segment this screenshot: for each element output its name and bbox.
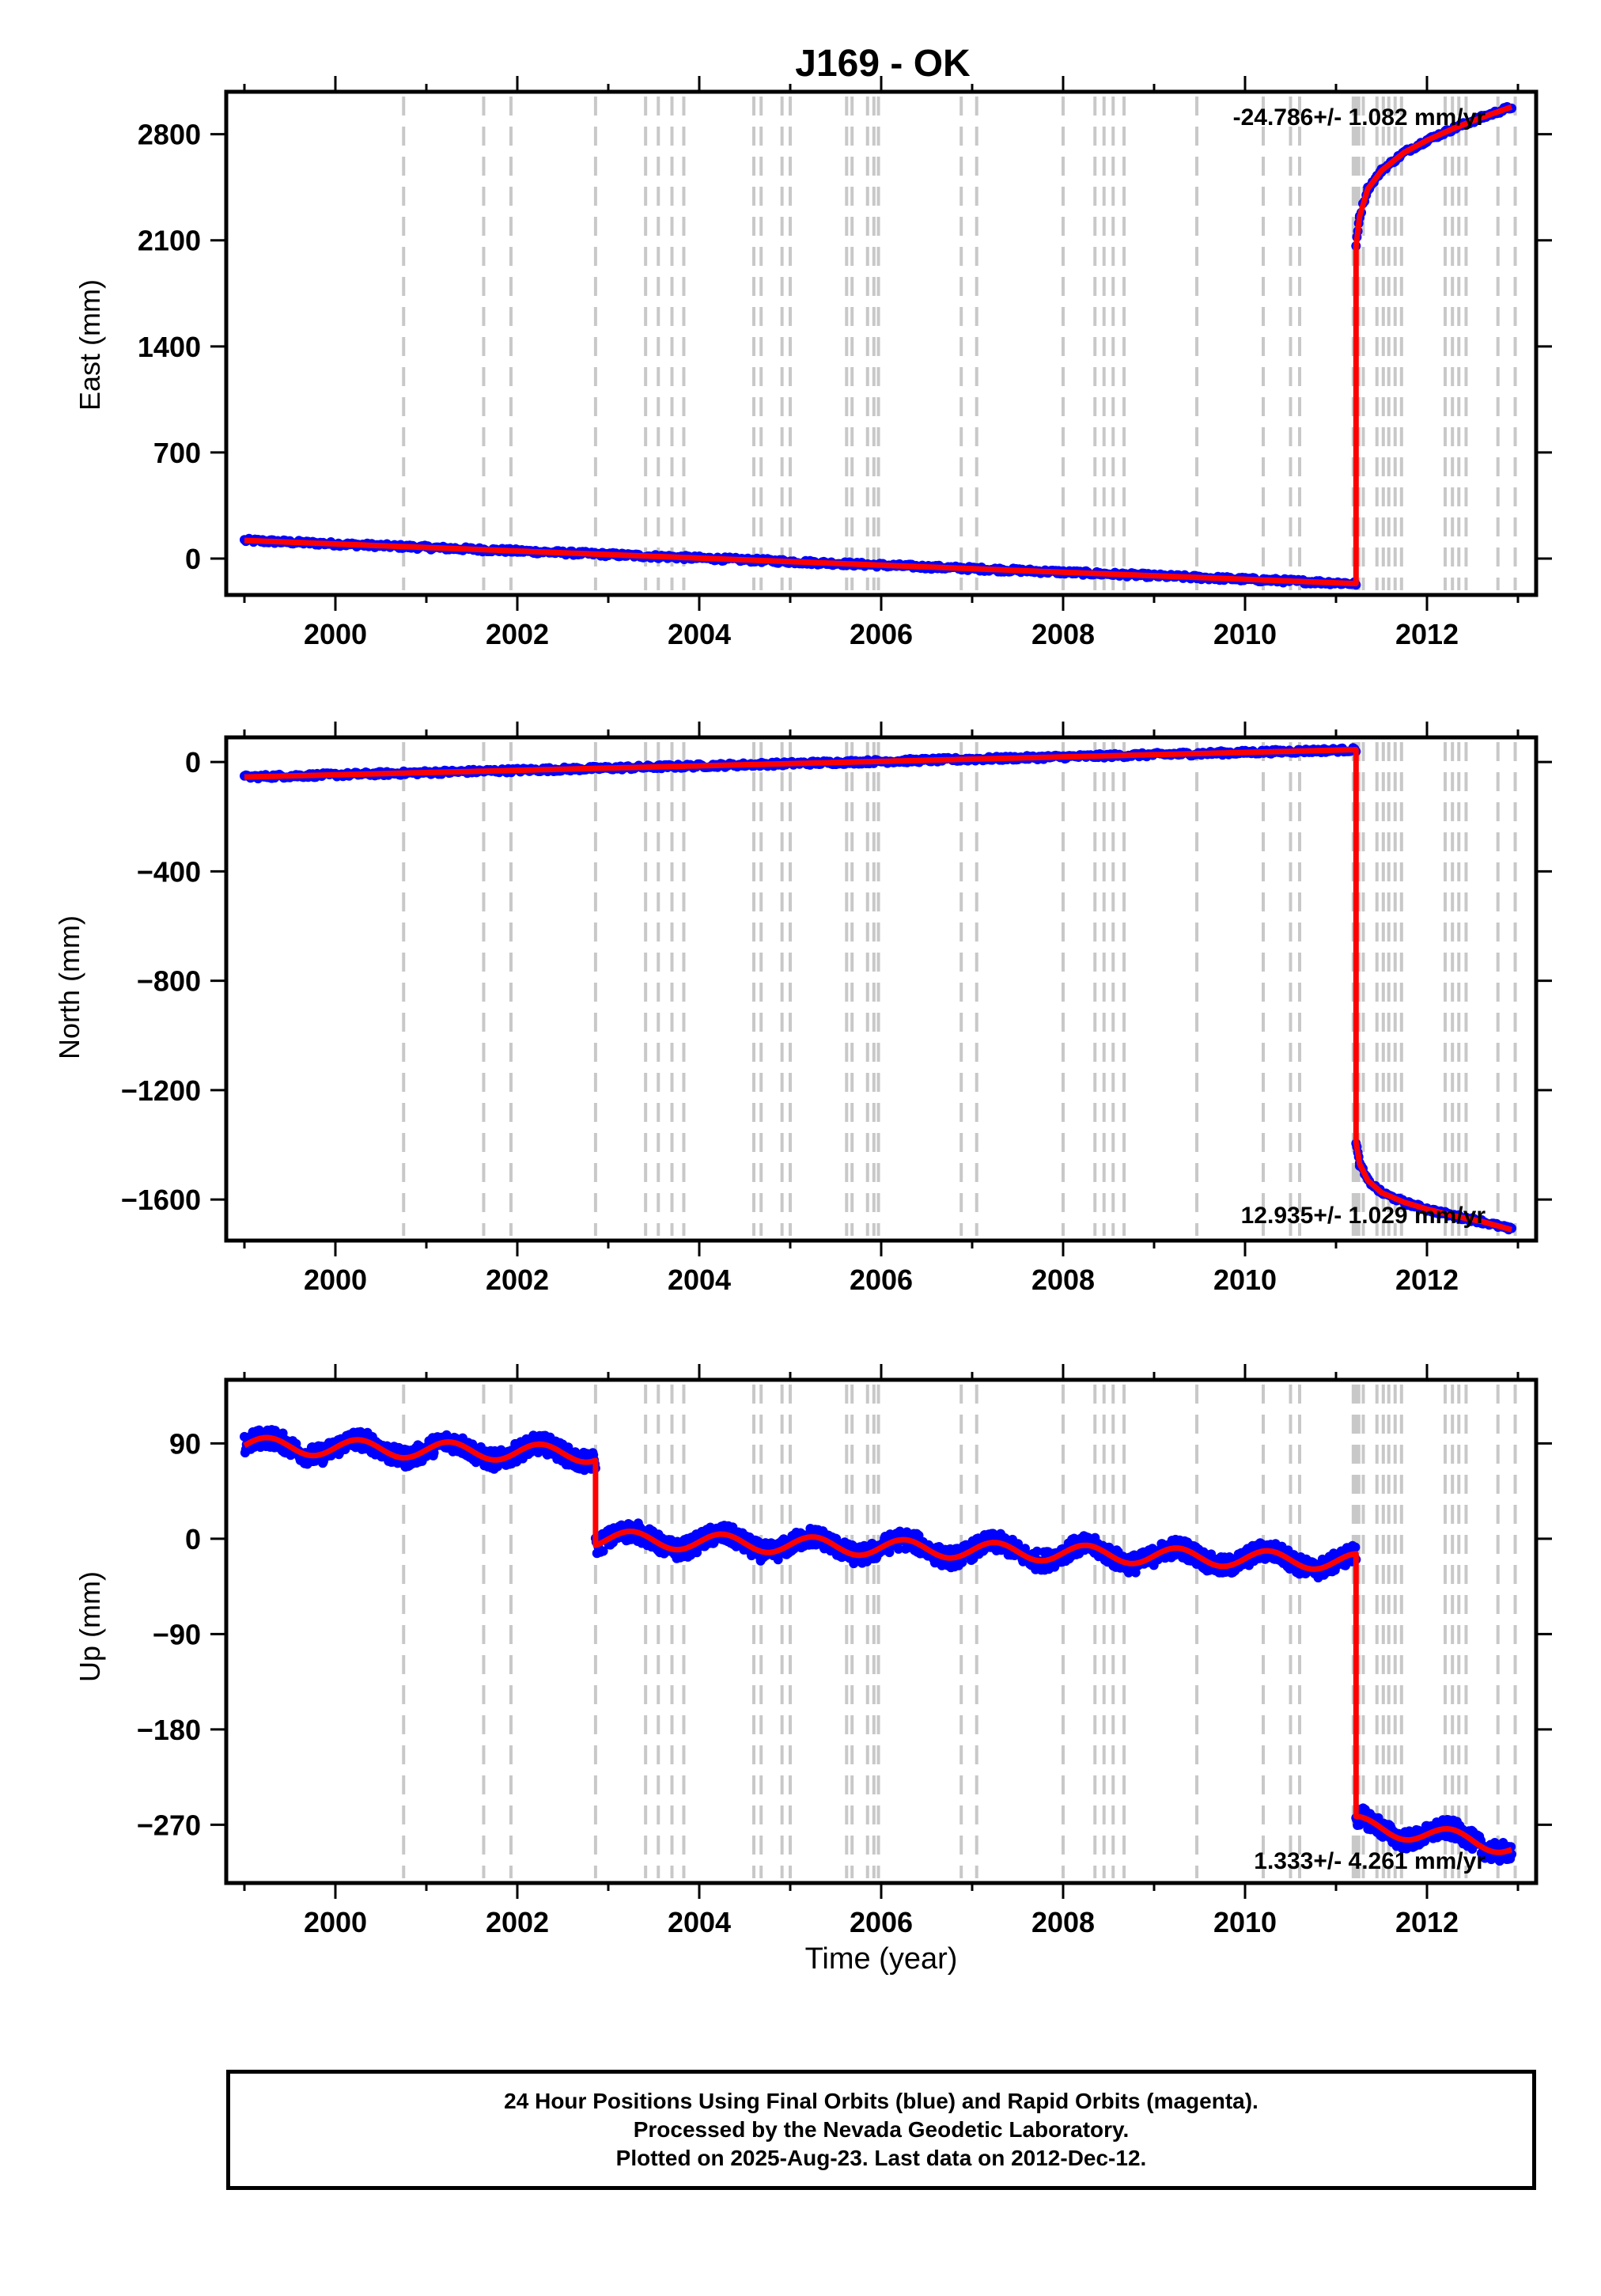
rate-label-up: 1.333+/- 4.261 mm/yr	[1254, 1848, 1486, 1874]
data-point	[773, 1555, 783, 1565]
panel-up: Up (mm) 2000 2002 2004 2006 2008 2010 2012 90 0 −…	[74, 1364, 1552, 1938]
y-tick-label: 700	[153, 437, 201, 469]
x-tick-label: 2002	[486, 618, 549, 650]
plot-frame	[224, 735, 1539, 1243]
x-tick-label: 2008	[1031, 1906, 1095, 1938]
y-tick-label: 0	[185, 1523, 201, 1555]
caption-box: 24 Hour Positions Using Final Orbits (bl…	[226, 2070, 1536, 2190]
y-tick-label: −270	[137, 1809, 201, 1841]
x-tick-label: 2004	[668, 618, 731, 650]
x-tick-label: 2006	[850, 1906, 913, 1938]
x-tick-label: 2012	[1395, 618, 1459, 650]
model-line	[243, 1434, 1513, 1855]
plot-area-east: 2000 2002 2004 2006 2008 2010 2012 0 700 1400 2100…	[138, 76, 1552, 650]
plot-area-north: 2000 2002 2004 2006 2008 2010 2012 0 −400 −800 −12…	[121, 722, 1552, 1296]
caption-line-3: Plotted on 2025-Aug-23. Last data on 201…	[615, 2146, 1147, 2170]
y-tick-label: −400	[137, 855, 201, 888]
data-point	[884, 1548, 895, 1558]
y-tick-label: −1200	[121, 1074, 201, 1107]
x-tick-label: 2000	[304, 1264, 367, 1296]
y-axis-label-up: Up (mm)	[74, 1571, 106, 1682]
x-tick-label: 2010	[1213, 1264, 1277, 1296]
x-tick-label: 2010	[1213, 618, 1277, 650]
data-point	[1130, 1567, 1141, 1578]
data-point	[831, 1533, 842, 1544]
y-tick-label: −1600	[121, 1184, 201, 1216]
rate-label-north: 12.935+/- 1.029 mm/yr	[1241, 1203, 1486, 1229]
data-point	[598, 1546, 608, 1556]
y-tick-label: −180	[137, 1714, 201, 1746]
y-axis-label-east: East (mm)	[74, 279, 106, 411]
caption-line-1: 24 Hour Positions Using Final Orbits (bl…	[504, 2089, 1258, 2113]
chart-title: J169 - OK	[795, 43, 971, 85]
x-tick-label: 2012	[1395, 1264, 1459, 1296]
y-tick-label: −800	[137, 965, 201, 998]
plot-frame	[224, 89, 1539, 597]
x-tick-label: 2012	[1395, 1906, 1459, 1938]
y-tick-label: −90	[153, 1618, 201, 1650]
y-tick-label: 90	[169, 1427, 201, 1460]
y-tick-label: 2800	[138, 119, 201, 151]
data-point	[1032, 1546, 1042, 1556]
data-point	[493, 1461, 503, 1472]
rate-label-east: -24.786+/- 1.082 mm/yr	[1233, 104, 1486, 131]
caption-line-2: Processed by the Nevada Geodetic Laborat…	[633, 2117, 1130, 2142]
x-tick-label: 2004	[668, 1906, 731, 1938]
y-tick-label: 2100	[138, 225, 201, 257]
data-point	[893, 1544, 903, 1554]
y-tick-label: 0	[185, 543, 201, 575]
x-tick-label: 2008	[1031, 1264, 1095, 1296]
data-point	[1147, 1544, 1157, 1554]
x-tick-label: 2000	[304, 1906, 367, 1938]
x-tick-label: 2000	[304, 618, 367, 650]
x-tick-label: 2008	[1031, 618, 1095, 650]
panel-east: East (mm) 2000 2002 2004 2006 2008 2010 2012 0 7…	[74, 76, 1552, 650]
y-tick-label: 0	[185, 746, 201, 779]
data-point	[1350, 1542, 1361, 1552]
x-tick-label: 2006	[850, 1264, 913, 1296]
x-tick-label: 2010	[1213, 1906, 1277, 1938]
model-line	[244, 104, 1513, 587]
x-axis-label: Time (year)	[805, 1942, 958, 1976]
x-tick-label: 2002	[486, 1906, 549, 1938]
x-tick-label: 2006	[850, 618, 913, 650]
model-line	[244, 747, 1512, 1233]
x-tick-label: 2002	[486, 1264, 549, 1296]
plot-area-up: 2000 2002 2004 2006 2008 2010 2012 90 0 −90 −180 −2…	[137, 1364, 1552, 1938]
y-axis-label-north: North (mm)	[53, 915, 85, 1059]
y-tick-label: 1400	[138, 331, 201, 363]
x-tick-label: 2004	[668, 1264, 731, 1296]
panel-north: North (mm) 2000 2002 2004 2006 2008 2010 2012 0…	[53, 722, 1552, 1296]
